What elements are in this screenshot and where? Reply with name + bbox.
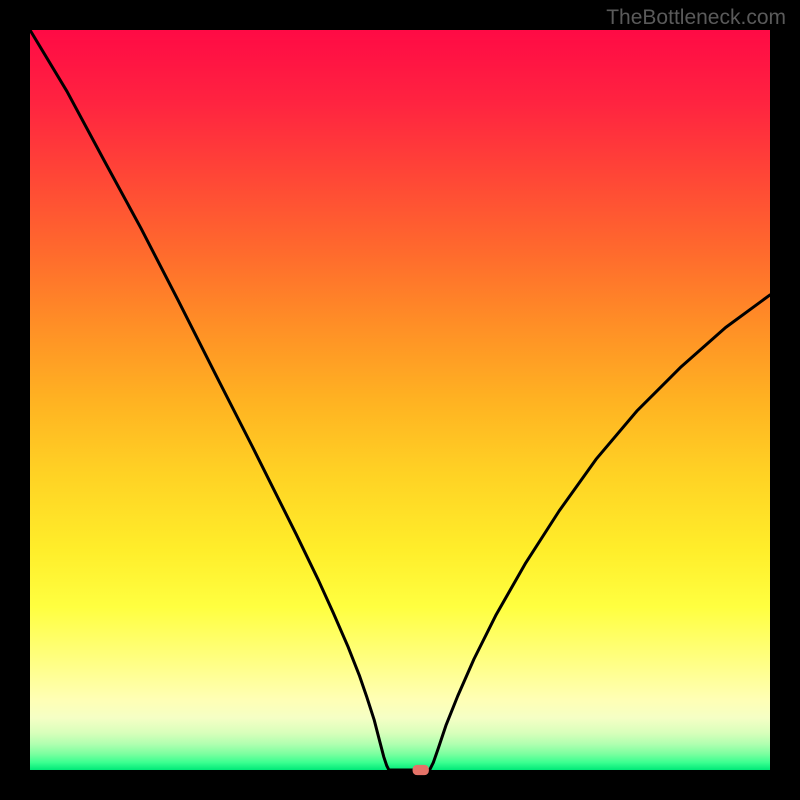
optimal-marker (413, 765, 429, 775)
bottleneck-chart (0, 0, 800, 800)
watermark-label: TheBottleneck.com (606, 6, 786, 30)
plot-background (30, 30, 770, 770)
chart-frame: TheBottleneck.com (0, 0, 800, 800)
